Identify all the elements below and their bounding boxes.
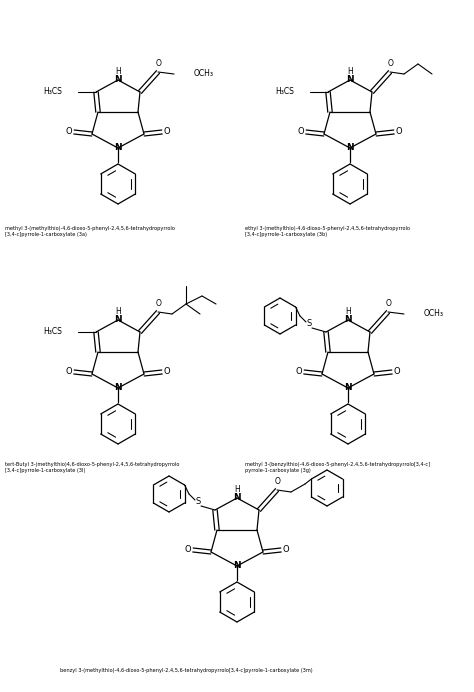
Text: N: N (114, 383, 122, 392)
Text: N: N (346, 143, 354, 152)
Text: O: O (388, 60, 394, 69)
Text: S: S (195, 498, 201, 507)
Text: O: O (396, 127, 402, 136)
Text: OCH₃: OCH₃ (194, 69, 214, 78)
Text: O: O (283, 545, 289, 554)
Text: O: O (394, 367, 401, 376)
Text: N: N (114, 75, 122, 84)
Text: O: O (156, 60, 162, 69)
Text: N: N (114, 143, 122, 152)
Text: S: S (306, 320, 311, 329)
Text: O: O (185, 545, 191, 554)
Text: H: H (115, 307, 121, 316)
Text: O: O (66, 127, 73, 136)
Text: methyl 3-(methylthio)-4,6-dioxo-5-phenyl-2,4,5,6-tetrahydropyrrolo
[3,4-c]pyrrol: methyl 3-(methylthio)-4,6-dioxo-5-phenyl… (5, 226, 175, 237)
Text: H: H (234, 486, 240, 495)
Text: N: N (344, 316, 352, 325)
Text: O: O (156, 300, 162, 309)
Text: H: H (345, 307, 351, 316)
Text: N: N (114, 316, 122, 325)
Text: N: N (233, 493, 241, 502)
Text: H₃CS: H₃CS (43, 87, 62, 96)
Text: H: H (115, 68, 121, 77)
Text: O: O (164, 367, 170, 376)
Text: H₃CS: H₃CS (275, 87, 294, 96)
Text: H₃CS: H₃CS (43, 327, 62, 336)
Text: N: N (344, 383, 352, 392)
Text: N: N (233, 561, 241, 570)
Text: O: O (296, 367, 302, 376)
Text: H: H (347, 68, 353, 77)
Text: O: O (386, 300, 392, 309)
Text: methyl 3-(benzylthio)-4,6-dioxo-5-phenyl-2,4,5,6-tetrahydropyrrolo[3,4-c]
pyrrol: methyl 3-(benzylthio)-4,6-dioxo-5-phenyl… (245, 462, 430, 473)
Text: N: N (346, 75, 354, 84)
Text: benzyl 3-(methylthio)-4,6-dioxo-5-phenyl-2,4,5,6-tetrahydropyrrolo[3,4-c]pyrrole: benzyl 3-(methylthio)-4,6-dioxo-5-phenyl… (60, 668, 313, 673)
Text: O: O (66, 367, 73, 376)
Text: O: O (275, 477, 281, 486)
Text: ethyl 3-(methylthio)-4,6-dioxo-5-phenyl-2,4,5,6-tetrahydropyrrolo
[3,4-c]pyrrole: ethyl 3-(methylthio)-4,6-dioxo-5-phenyl-… (245, 226, 410, 237)
Text: O: O (298, 127, 304, 136)
Text: O: O (164, 127, 170, 136)
Text: tert-Butyl 3-(methylthio)4,6-dioxo-5-phenyl-2,4,5,6-tetrahydropyrrolo
[3,4-c]pyr: tert-Butyl 3-(methylthio)4,6-dioxo-5-phe… (5, 462, 179, 473)
Text: OCH₃: OCH₃ (424, 309, 444, 318)
